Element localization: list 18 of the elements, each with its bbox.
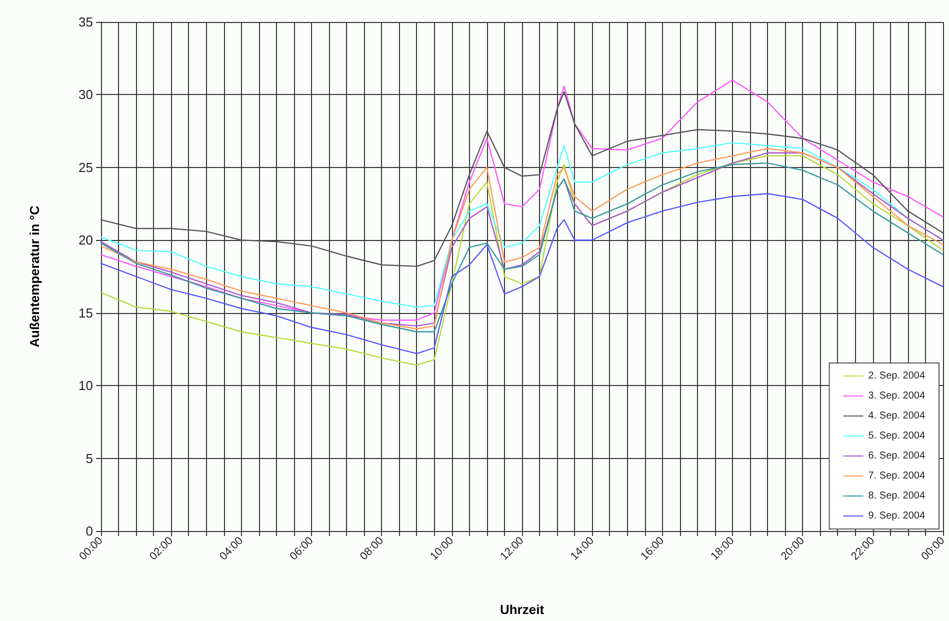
legend-label: 7. Sep. 2004	[868, 470, 926, 482]
y-tick-label: 0	[86, 524, 93, 538]
y-tick-label: 25	[78, 160, 93, 175]
legend-label: 4. Sep. 2004	[868, 410, 926, 422]
legend-label: 3. Sep. 2004	[868, 390, 926, 402]
y-tick-label: 30	[78, 87, 93, 102]
y-tick-label: 10	[78, 378, 93, 394]
legend-label: 8. Sep. 2004	[868, 490, 926, 502]
legend-label: 5. Sep. 2004	[868, 430, 926, 442]
legend-label: 9. Sep. 2004	[868, 510, 926, 522]
y-tick-label: 5	[86, 450, 93, 466]
legend-label: 6. Sep. 2004	[868, 450, 926, 462]
legend-label: 2. Sep. 2004	[868, 370, 926, 382]
y-axis-title: Außentemperatur in °C	[27, 205, 42, 348]
y-tick-label: 35	[78, 14, 93, 30]
y-tick-label: 20	[78, 232, 93, 248]
x-axis-title: Uhrzeit	[500, 602, 545, 617]
y-tick-label: 15	[78, 305, 93, 320]
